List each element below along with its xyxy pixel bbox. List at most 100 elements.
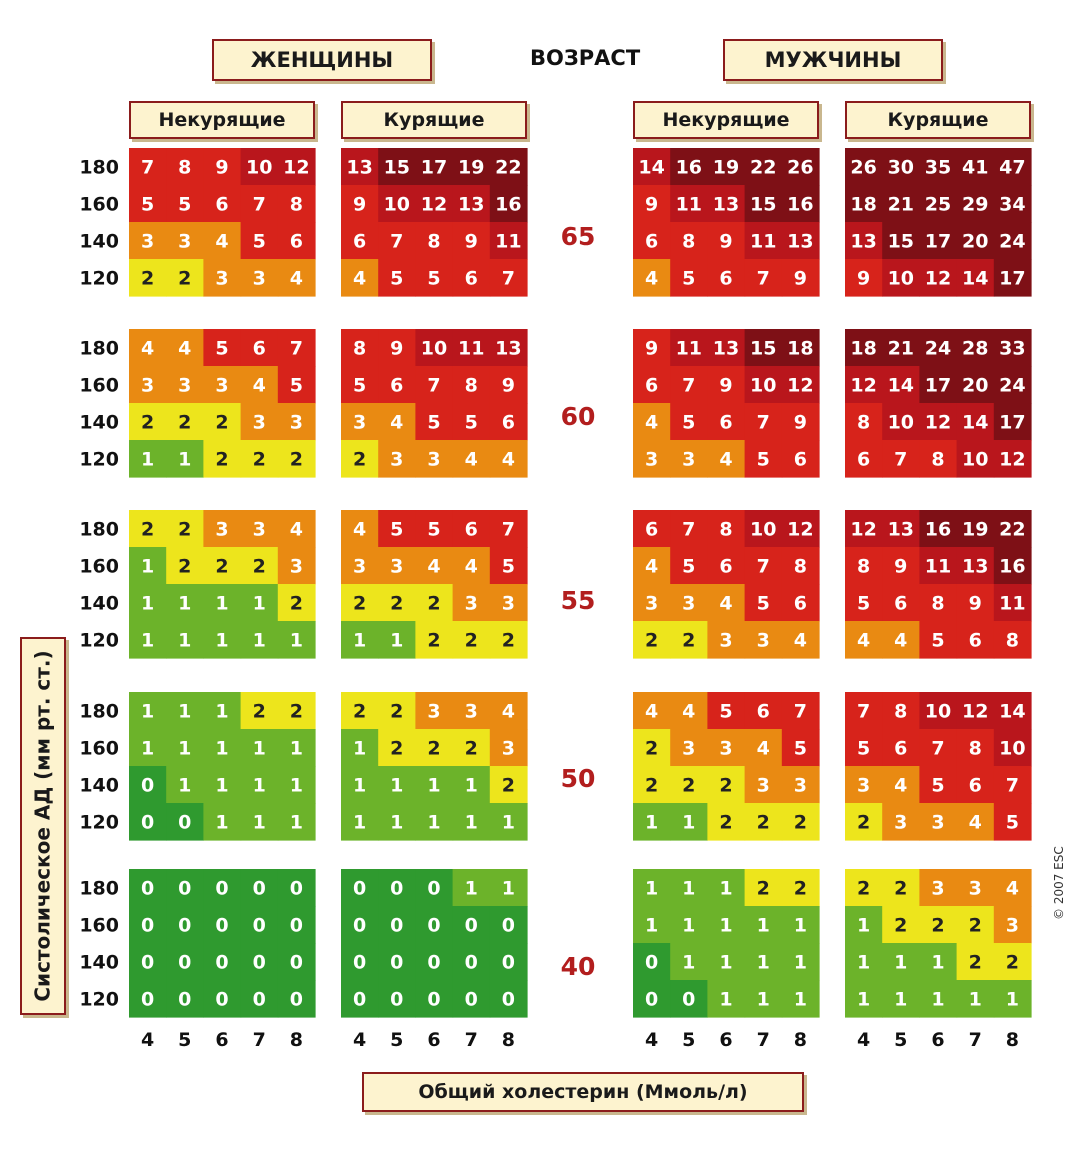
heatmap-cell: [378, 729, 416, 767]
heatmap-cell: [919, 148, 958, 186]
heatmap-cell: [956, 222, 995, 260]
heatmap-cell: [341, 943, 379, 981]
heatmap-cell: [166, 148, 204, 186]
cell-value-label: 6: [215, 194, 228, 216]
cell-value-label: 1: [215, 812, 228, 834]
cell-value-label: 5: [427, 412, 440, 434]
cell-value-label: 3: [427, 449, 440, 471]
heatmap-cell: [707, 803, 746, 841]
cell-value-label: 2: [390, 701, 403, 723]
cell-value-label: 1: [178, 630, 191, 652]
cell-value-label: 2: [253, 449, 266, 471]
heatmap-cell: [845, 440, 883, 478]
heatmap-cell: [670, 692, 708, 730]
cell-value-label: 6: [290, 231, 303, 253]
x-tick-label: 6: [427, 1029, 440, 1051]
cell-value-label: 0: [141, 952, 154, 974]
heatmap-cell: [707, 729, 746, 767]
cell-value-label: 9: [969, 593, 982, 615]
heatmap-cell: [956, 584, 995, 622]
cell-value-label: 0: [427, 989, 440, 1011]
heatmap-cell: [129, 148, 167, 186]
cell-value-label: 7: [290, 338, 303, 360]
heatmap-cell: [240, 980, 279, 1018]
cell-value-label: 1: [141, 449, 154, 471]
heatmap-cell: [415, 980, 454, 1018]
y-tick-label: 120: [79, 989, 119, 1011]
heatmap-cell: [670, 869, 708, 907]
cell-value-label: 7: [502, 268, 515, 290]
cell-value-label: 2: [178, 412, 191, 434]
heatmap-cell: [781, 869, 820, 907]
cell-value-label: 1: [353, 775, 366, 797]
heatmap-cell: [341, 729, 379, 767]
heatmap-cell: [781, 185, 820, 223]
cell-value-label: 7: [502, 519, 515, 541]
cell-value-label: 9: [465, 231, 478, 253]
cell-value-label: 5: [1006, 812, 1019, 834]
cell-value-label: 1: [215, 630, 228, 652]
heatmap-cell: [670, 621, 708, 659]
heatmap-cell: [845, 692, 883, 730]
cell-value-label: 0: [215, 952, 228, 974]
heatmap-cell: [993, 729, 1032, 767]
cell-value-label: 3: [290, 412, 303, 434]
cell-value-label: 12: [787, 519, 813, 541]
heatmap-cell: [378, 510, 416, 548]
heatmap-cell: [882, 621, 920, 659]
cell-value-label: 1: [931, 989, 944, 1011]
cell-value-label: 6: [719, 412, 732, 434]
cell-value-label: 10: [888, 268, 914, 290]
heatmap-cell: [129, 980, 167, 1018]
heatmap-cell: [203, 621, 242, 659]
cell-value-label: 3: [215, 268, 228, 290]
cell-value-label: 6: [894, 738, 907, 760]
cell-value-label: 2: [894, 915, 907, 937]
cell-value-label: 2: [253, 556, 266, 578]
y-tick-label: 140: [79, 231, 119, 253]
heatmap-cell: [240, 510, 279, 548]
cell-value-label: 0: [178, 915, 191, 937]
heatmap-cell: [166, 980, 204, 1018]
cell-value-label: 13: [850, 231, 876, 253]
cell-value-label: 2: [682, 630, 695, 652]
heatmap-cell: [882, 547, 920, 585]
heatmap-cell: [452, 692, 491, 730]
heatmap-cell: [956, 329, 995, 367]
x-tick-label: 6: [719, 1029, 732, 1051]
x-tick-label: 6: [931, 1029, 944, 1051]
cell-value-label: 13: [346, 157, 372, 179]
heatmap-cell: [707, 185, 746, 223]
y-tick-label: 160: [79, 375, 119, 397]
y-tick-label: 140: [79, 952, 119, 974]
cell-value-label: 3: [178, 375, 191, 397]
heatmap-cell: [452, 185, 491, 223]
cell-value-label: 1: [465, 878, 478, 900]
heatmap-cell: [452, 148, 491, 186]
heatmap-cell: [452, 329, 491, 367]
heatmap-cell: [378, 440, 416, 478]
heatmap-cell: [919, 803, 958, 841]
heatmap-cell: [633, 547, 671, 585]
cell-value-label: 1: [682, 812, 695, 834]
heatmap-cell: [166, 584, 204, 622]
heatmap-cell: [415, 692, 454, 730]
cell-value-label: 2: [969, 952, 982, 974]
cell-value-label: 4: [215, 231, 228, 253]
heatmap-cell: [415, 403, 454, 441]
heatmap-cell: [341, 547, 379, 585]
age-header: ВОЗРАСТ: [530, 46, 641, 70]
heatmap-cell: [845, 547, 883, 585]
cell-value-label: 13: [962, 556, 988, 578]
heatmap-cell: [129, 729, 167, 767]
cell-value-label: 10: [246, 157, 272, 179]
heatmap-cell: [707, 440, 746, 478]
heatmap-cell: [707, 148, 746, 186]
cell-value-label: 2: [857, 812, 870, 834]
cell-value-label: 1: [894, 989, 907, 1011]
cell-value-label: 4: [682, 701, 695, 723]
cell-value-label: 2: [794, 878, 807, 900]
cell-value-label: 2: [141, 519, 154, 541]
heatmap-cell: [203, 259, 242, 297]
cell-value-label: 2: [215, 556, 228, 578]
